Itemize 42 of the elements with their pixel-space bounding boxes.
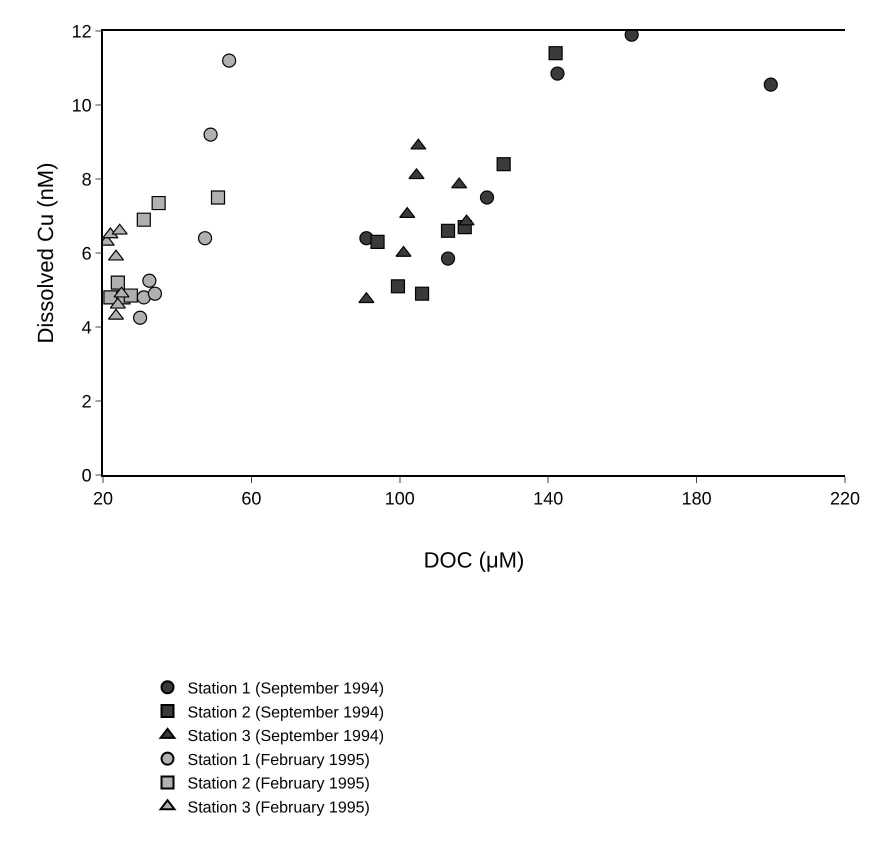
point: [222, 54, 236, 68]
x-tick-label: 220: [830, 488, 860, 508]
point: [440, 224, 456, 238]
y-tick-label: 8: [82, 169, 92, 190]
point: [142, 274, 156, 288]
point: [148, 286, 162, 301]
point: [152, 196, 166, 210]
point: [103, 227, 119, 238]
point: [550, 66, 565, 81]
point: [390, 279, 406, 294]
y-tick-label: 2: [82, 391, 92, 412]
x-tick-label: 100: [384, 488, 415, 508]
y-axis-title: Dissolved Cu (nM): [32, 162, 58, 344]
x-tick-label: 60: [241, 488, 262, 508]
x-tick-label: 20: [92, 488, 114, 508]
point: [548, 46, 563, 60]
point: [136, 212, 151, 227]
point: [440, 251, 456, 266]
point: [210, 190, 226, 205]
legend-label: Station 3 (September 1994): [188, 728, 384, 746]
legend-label: Station 2 (February 1995): [188, 776, 370, 793]
y-tick-label: 4: [82, 317, 92, 338]
x-tick-label: 180: [682, 488, 712, 508]
x-tick-label: 140: [533, 488, 564, 508]
point: [198, 231, 212, 246]
point: [133, 310, 148, 325]
y-tick-label: 6: [82, 243, 92, 264]
legend-label: Station 3 (February 1995): [188, 800, 370, 816]
x-axis-title: DOC (μM): [424, 548, 524, 573]
point: [370, 234, 385, 249]
legend-label: Station 1 (February 1995): [188, 752, 370, 769]
legend-label: Station 1 (September 1994): [188, 680, 384, 698]
y-tick-label: 12: [72, 21, 92, 42]
y-tick-label: 10: [72, 95, 92, 116]
point: [203, 128, 218, 142]
point: [110, 276, 125, 290]
point: [764, 78, 778, 92]
point: [480, 190, 494, 205]
legend-label: Station 2 (September 1994): [188, 704, 384, 722]
point: [414, 286, 430, 301]
point: [496, 157, 511, 172]
y-tick-label: 0: [82, 465, 92, 486]
